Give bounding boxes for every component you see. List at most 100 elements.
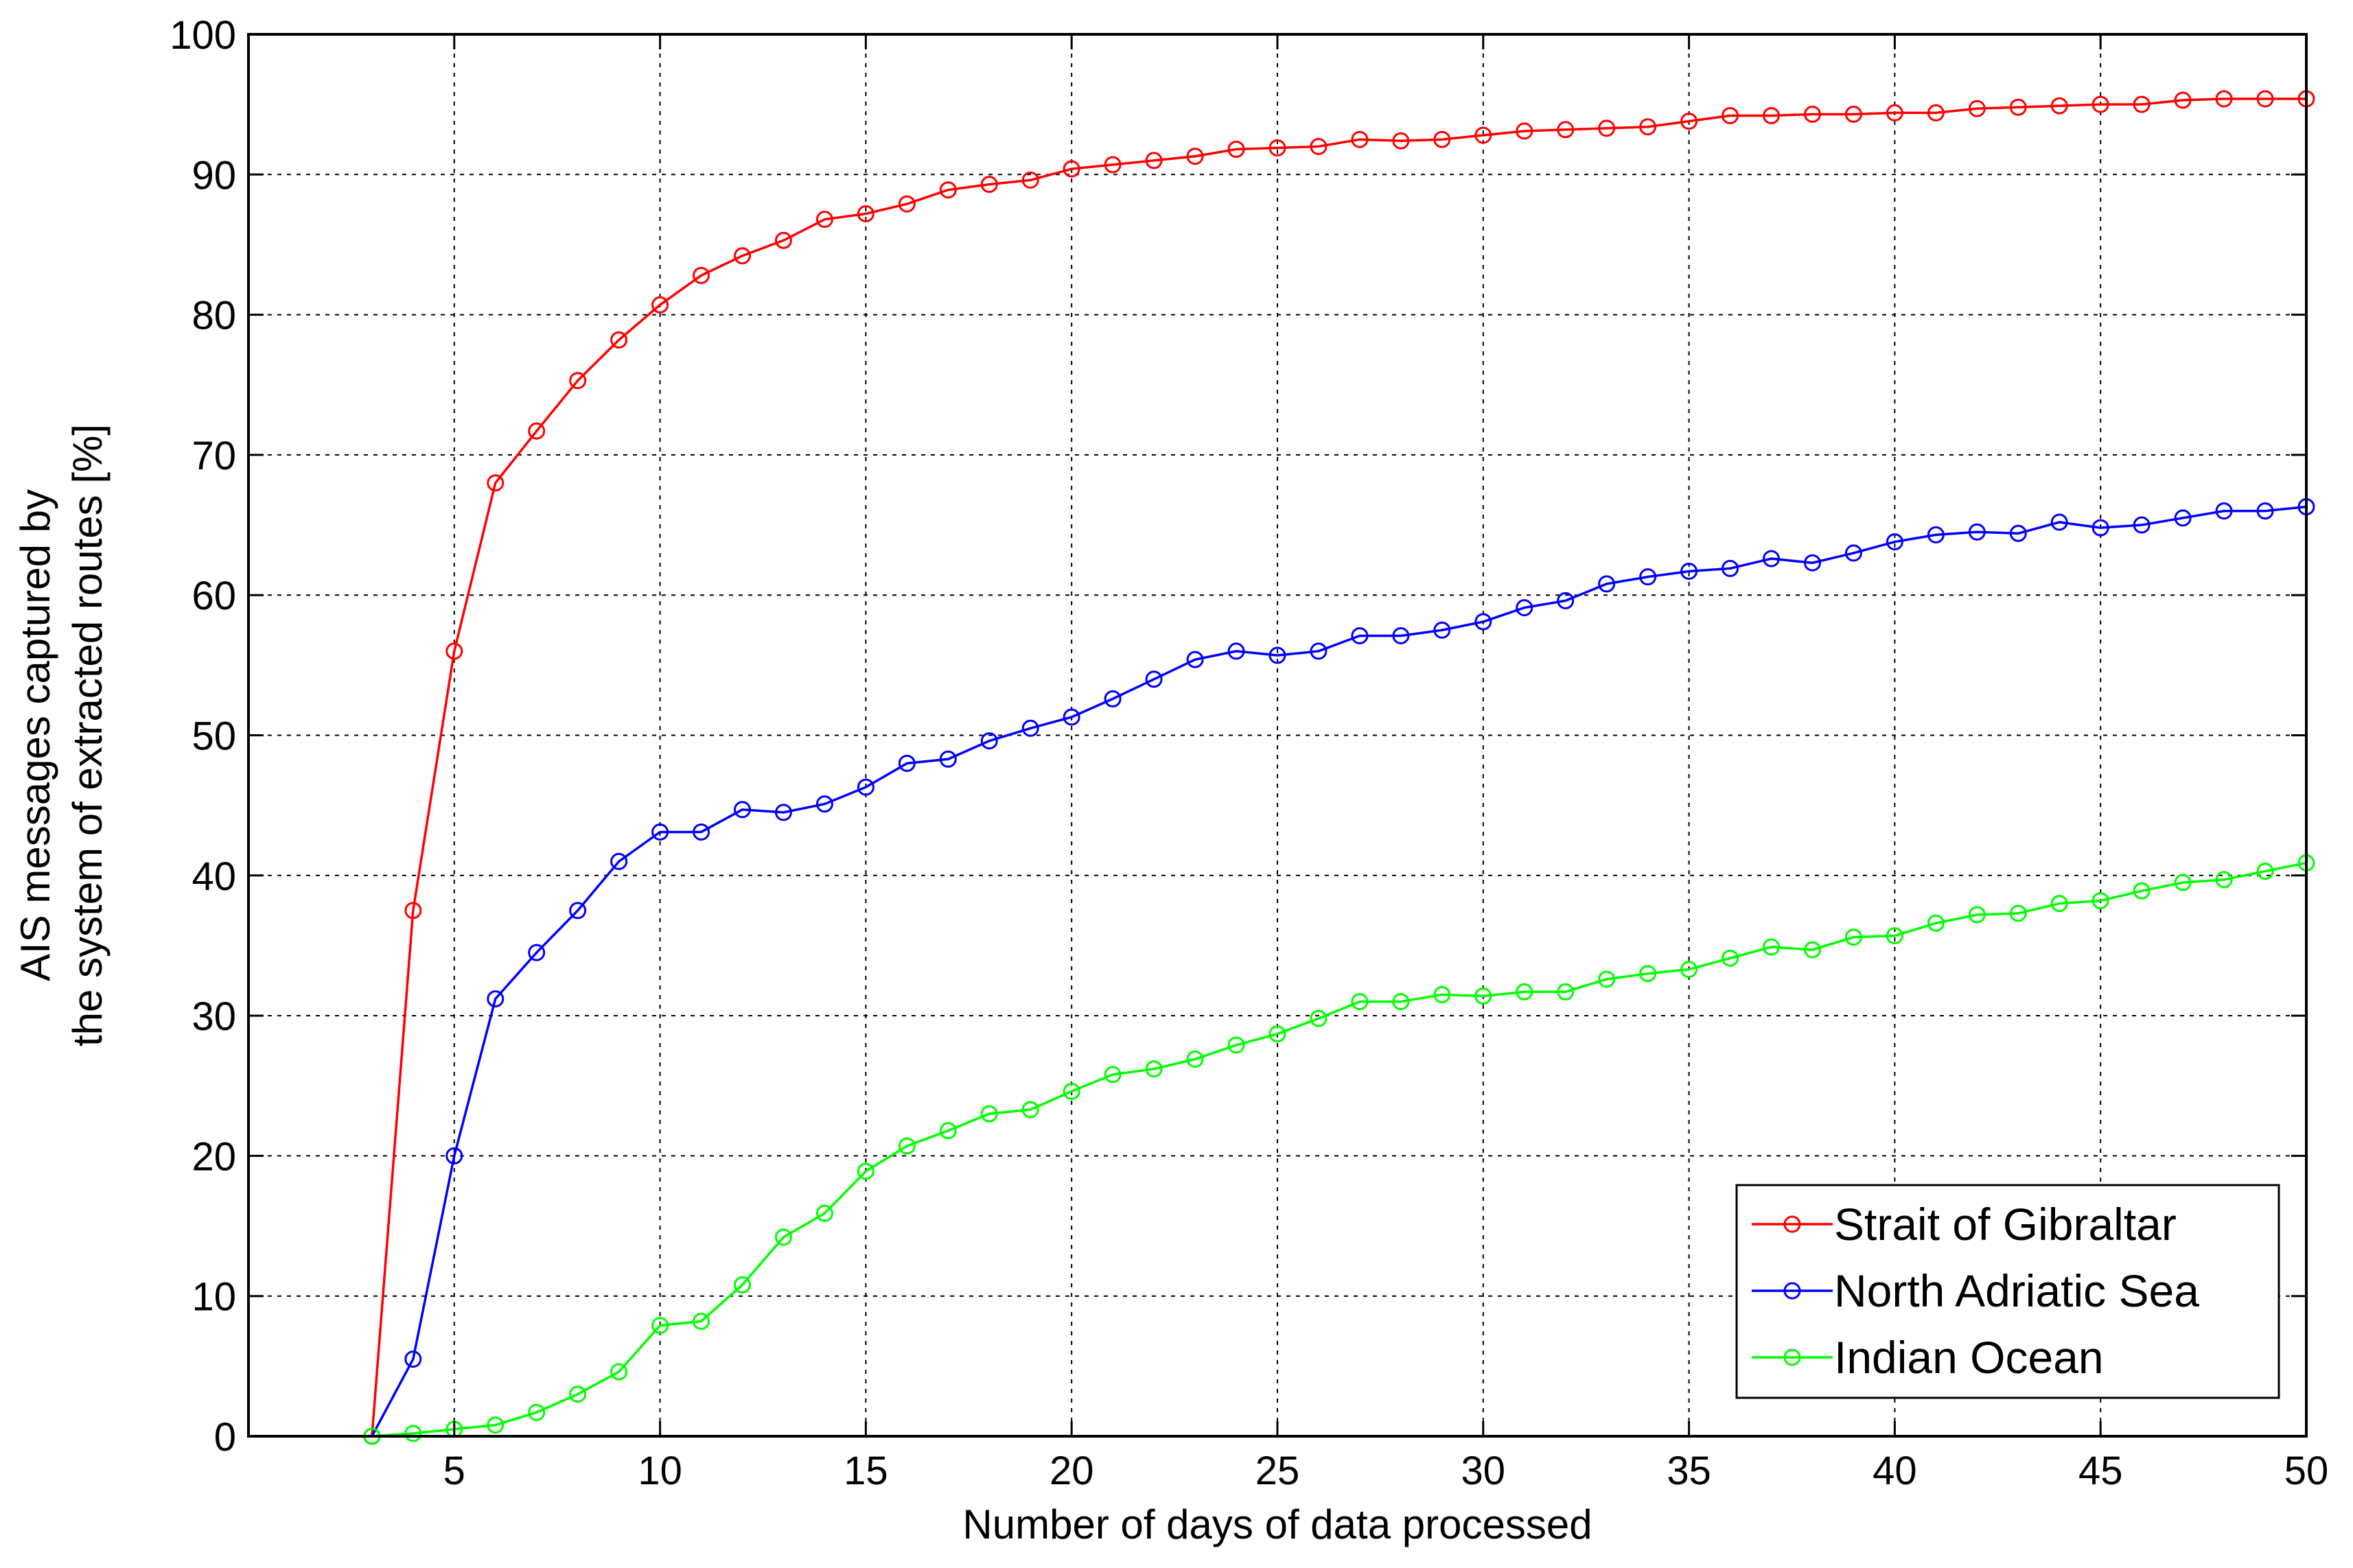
data-point: [651, 1317, 669, 1335]
data-point: [1268, 139, 1286, 156]
data-point: [1516, 122, 1533, 140]
x-tick-label: 30: [1461, 1449, 1506, 1493]
data-point: [815, 1204, 833, 1222]
x-tick-label: 15: [844, 1449, 888, 1493]
data-point: [1021, 171, 1039, 189]
data-point: [980, 176, 998, 194]
data-point: [2174, 91, 2192, 109]
data-point: [1763, 106, 1781, 124]
x-tick-label: 45: [2078, 1449, 2123, 1493]
x-tick-label: 35: [1667, 1449, 1711, 1493]
legend-entry: North Adriatic Sea: [1752, 1265, 2199, 1316]
data-point: [1598, 970, 1616, 988]
data-point: [693, 823, 710, 841]
data-point: [2133, 882, 2151, 900]
data-point: [1433, 621, 1451, 639]
data-point: [2215, 871, 2233, 889]
y-tick-label: 0: [214, 1415, 236, 1460]
axis-ticks: [248, 33, 2308, 1438]
data-point: [2215, 90, 2233, 108]
y-tick-label: 10: [192, 1275, 236, 1320]
data-point: [1063, 160, 1080, 178]
legend: Strait of Gibraltar North Adriatic Sea Ind…: [1735, 1184, 2280, 1399]
data-point: [1145, 1060, 1163, 1078]
data-point: [1268, 1025, 1286, 1043]
data-point: [1392, 627, 1410, 644]
data-point: [1021, 719, 1039, 737]
data-point: [487, 1416, 505, 1434]
y-tick-label: 20: [192, 1134, 236, 1179]
data-point: [2133, 516, 2151, 534]
legend-entry: Strait of Gibraltar: [1752, 1199, 2177, 1250]
data-point: [939, 750, 957, 768]
data-point: [1310, 1009, 1328, 1027]
data-point: [1886, 533, 1903, 551]
data-point: [1680, 562, 1698, 580]
data-point: [2256, 863, 2274, 880]
data-point: [1474, 987, 1492, 1005]
x-tick-label: 50: [2284, 1449, 2329, 1493]
y-axis-label-line-2: the system of extracted routes [%]: [65, 424, 111, 1046]
data-point: [1557, 121, 1575, 139]
data-point: [1803, 941, 1821, 959]
y-tick-label: 90: [192, 153, 236, 198]
series-strait-of-gibraltar: [363, 90, 2315, 1445]
data-point: [1310, 642, 1328, 660]
data-point: [2091, 892, 2109, 910]
data-point: [1392, 993, 1410, 1011]
data-point: [2174, 509, 2192, 527]
data-point: [569, 902, 587, 920]
data-point: [734, 801, 752, 819]
data-point: [898, 195, 916, 213]
data-point: [404, 1350, 422, 1368]
legend-entry: Indian Ocean: [1752, 1332, 2104, 1383]
data-point: [980, 732, 998, 750]
x-axis-label: Number of days of data processed: [962, 1501, 1592, 1547]
tick-labels: 5 10 15 20 25 30 35 40 45 50 0 10 20 30 40 50 60 70 80 90 10…: [170, 13, 2328, 1493]
data-point: [1557, 983, 1575, 1001]
data-point: [1886, 104, 1903, 121]
data-point: [2256, 90, 2274, 108]
data-point: [1557, 592, 1575, 609]
data-point: [1145, 670, 1163, 688]
data-point: [1351, 993, 1369, 1011]
data-point: [610, 1363, 628, 1381]
data-point: [1722, 559, 1739, 577]
data-point: [857, 1162, 874, 1180]
data-point: [1639, 118, 1657, 136]
data-point: [2050, 513, 2068, 531]
data-point: [693, 266, 710, 284]
data-point: [1516, 599, 1533, 617]
data-point: [898, 1137, 916, 1155]
data-point: [939, 181, 957, 199]
data-point: [1310, 137, 1328, 155]
data-point: [1392, 132, 1410, 150]
data-point: [815, 795, 833, 813]
data-point: [1227, 642, 1245, 660]
y-axis-label-line-1: AIS messages captured by: [12, 489, 58, 981]
data-point: [1186, 148, 1204, 165]
legend-marker: [1783, 1348, 1801, 1366]
x-tick-label: 5: [443, 1449, 465, 1493]
data-point: [1639, 965, 1657, 983]
data-point: [1227, 1036, 1245, 1054]
data-point: [1145, 152, 1163, 169]
data-point: [1598, 575, 1616, 593]
data-point: [2133, 95, 2151, 113]
data-point: [857, 778, 874, 796]
data-point: [1844, 544, 1862, 562]
data-point: [1803, 554, 1821, 572]
data-point: [1680, 113, 1698, 130]
data-point: [2050, 97, 2068, 115]
x-tick-label: 40: [1873, 1449, 1917, 1493]
data-point: [774, 231, 792, 249]
y-tick-label: 50: [192, 714, 236, 759]
data-point: [2050, 895, 2068, 913]
data-point: [857, 205, 874, 223]
data-point: [528, 422, 546, 440]
y-tick-label: 70: [192, 434, 236, 478]
data-point: [1186, 651, 1204, 668]
data-point: [1598, 119, 1616, 137]
data-point: [2091, 519, 2109, 537]
legend-label: Strait of Gibraltar: [1834, 1199, 2177, 1250]
